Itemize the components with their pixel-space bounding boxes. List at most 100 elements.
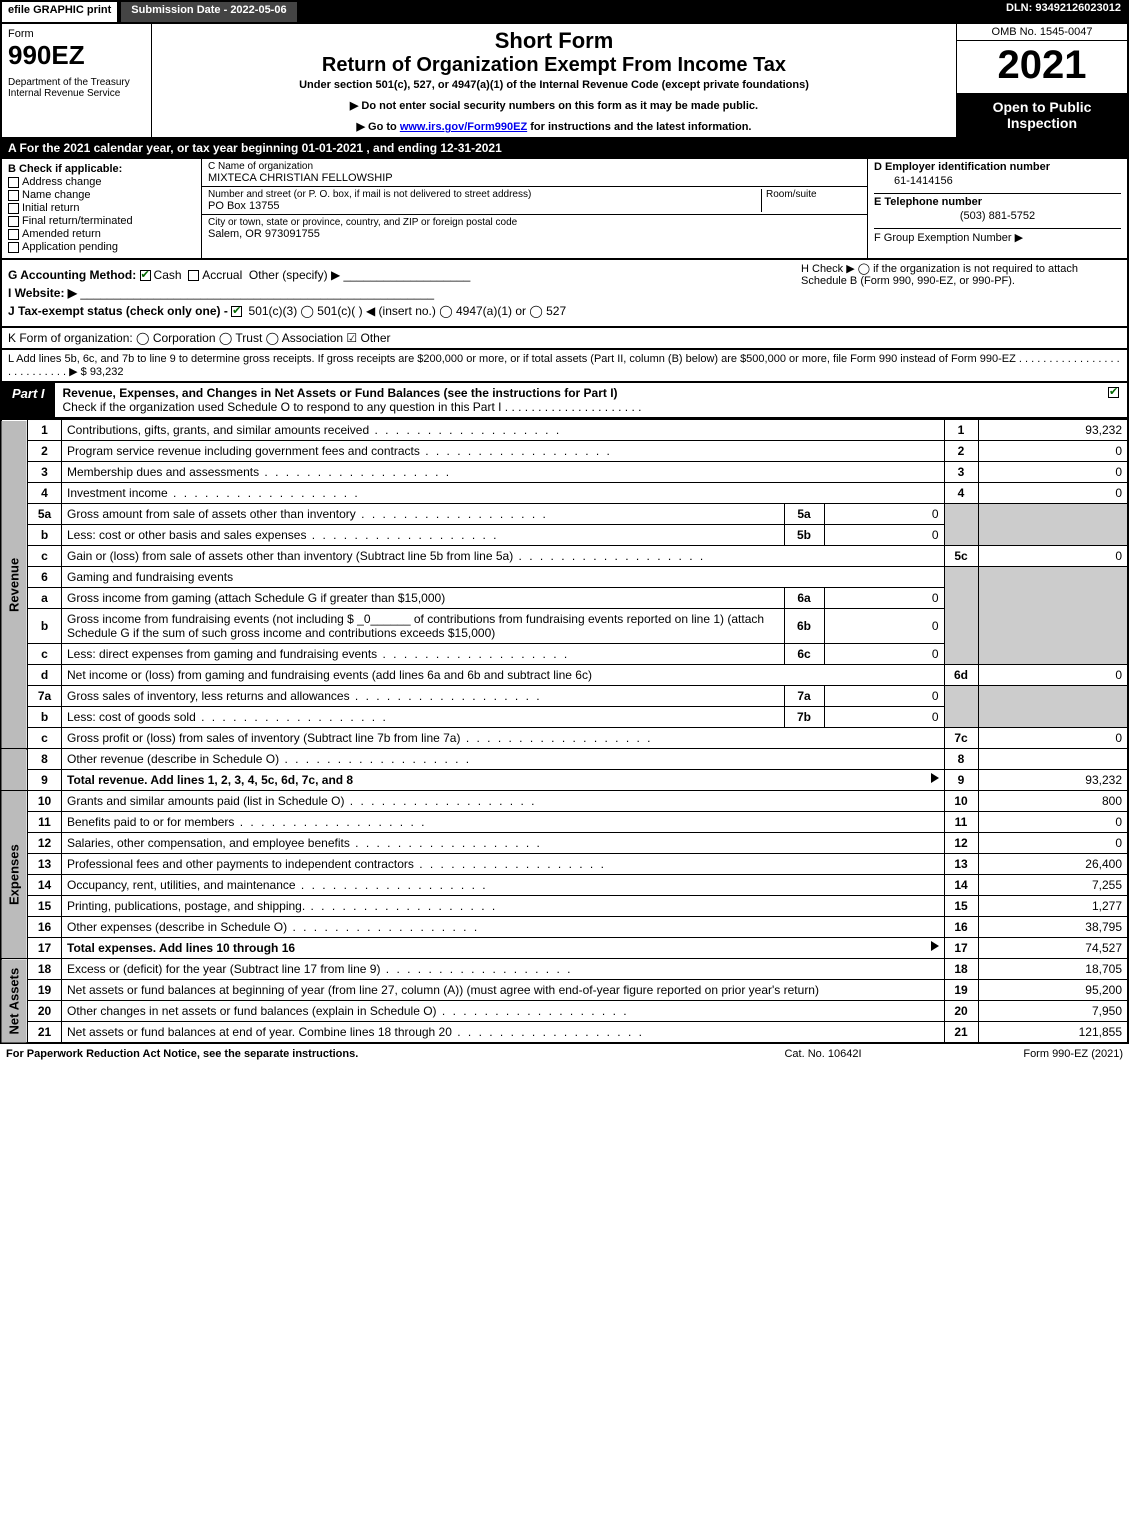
- l6d-num: d: [28, 665, 62, 686]
- irs-link[interactable]: www.irs.gov/Form990EZ: [400, 121, 527, 133]
- l20-desc: Other changes in net assets or fund bala…: [62, 1001, 945, 1022]
- l7c-rn: 7c: [944, 728, 978, 749]
- l6b-mid: 0: [824, 609, 944, 644]
- l5c-amt: 0: [978, 546, 1128, 567]
- line-i: I Website: ▶ ___________________________…: [8, 286, 1121, 300]
- l6b-num: b: [28, 609, 62, 644]
- lbl-initial-return: Initial return: [22, 202, 79, 214]
- lbl-amended-return: Amended return: [22, 228, 101, 240]
- check-amended-return[interactable]: Amended return: [8, 228, 195, 240]
- section-b-through-f: B Check if applicable: Address change Na…: [0, 159, 1129, 260]
- omb-number: OMB No. 1545-0047: [957, 24, 1127, 41]
- l9-desc-text: Total revenue. Add lines 1, 2, 3, 4, 5c,…: [67, 773, 353, 787]
- part-check[interactable]: [1103, 383, 1127, 417]
- l13-desc: Professional fees and other payments to …: [62, 854, 945, 875]
- lbl-address-change: Address change: [22, 176, 102, 188]
- l15-num: 15: [28, 896, 62, 917]
- lbl-cash: Cash: [154, 268, 182, 282]
- l5a-desc: Gross amount from sale of assets other t…: [62, 504, 785, 525]
- l17-desc: Total expenses. Add lines 10 through 16: [62, 938, 945, 959]
- l2-rn: 2: [944, 441, 978, 462]
- l5a-sub: 5a: [784, 504, 824, 525]
- l9-desc: Total revenue. Add lines 1, 2, 3, 4, 5c,…: [62, 770, 945, 791]
- revenue-tab-2: [1, 749, 28, 791]
- l1-amt: 93,232: [978, 420, 1128, 441]
- l17-rn: 17: [944, 938, 978, 959]
- part-title: Revenue, Expenses, and Changes in Net As…: [55, 383, 1103, 417]
- check-final-return[interactable]: Final return/terminated: [8, 215, 195, 227]
- header-right: OMB No. 1545-0047 2021 Open to Public In…: [957, 24, 1127, 137]
- city: Salem, OR 973091755: [208, 228, 861, 240]
- submission-date: Submission Date - 2022-05-06: [119, 0, 298, 24]
- room-label: Room/suite: [766, 189, 861, 200]
- l6-desc: Gaming and fundraising events: [62, 567, 945, 588]
- l16-desc: Other expenses (describe in Schedule O): [62, 917, 945, 938]
- efile-print-button[interactable]: efile GRAPHIC print: [0, 0, 119, 24]
- short-form-title: Short Form: [162, 28, 946, 54]
- lbl-accrual: Accrual: [202, 268, 242, 282]
- l11-num: 11: [28, 812, 62, 833]
- spacer: [299, 0, 998, 24]
- note2-prefix: ▶ Go to: [357, 121, 400, 133]
- l14-amt: 7,255: [978, 875, 1128, 896]
- check-cash[interactable]: [140, 270, 151, 281]
- l19-rn: 19: [944, 980, 978, 1001]
- l3-desc: Membership dues and assessments: [62, 462, 945, 483]
- phone: (503) 881-5752: [874, 208, 1121, 228]
- g-label: G Accounting Method:: [8, 268, 136, 282]
- l7a-num: 7a: [28, 686, 62, 707]
- shade-6amt: [978, 567, 1128, 665]
- l2-desc: Program service revenue including govern…: [62, 441, 945, 462]
- l15-rn: 15: [944, 896, 978, 917]
- dln: DLN: 93492126023012: [998, 0, 1129, 24]
- l9-amt: 93,232: [978, 770, 1128, 791]
- arrow-icon: [931, 773, 939, 783]
- l20-num: 20: [28, 1001, 62, 1022]
- l6d-rn: 6d: [944, 665, 978, 686]
- check-application-pending[interactable]: Application pending: [8, 241, 195, 253]
- l7b-mid: 0: [824, 707, 944, 728]
- l8-desc: Other revenue (describe in Schedule O): [62, 749, 945, 770]
- lbl-other: Other (specify) ▶: [249, 268, 340, 282]
- l6c-mid: 0: [824, 644, 944, 665]
- street-label: Number and street (or P. O. box, if mail…: [208, 189, 761, 200]
- l12-amt: 0: [978, 833, 1128, 854]
- tax-year: 2021: [957, 41, 1127, 93]
- part-subtitle: Check if the organization used Schedule …: [63, 400, 642, 414]
- l7c-num: c: [28, 728, 62, 749]
- b-heading: B Check if applicable:: [8, 163, 195, 175]
- check-accrual[interactable]: [188, 270, 199, 281]
- l17-num: 17: [28, 938, 62, 959]
- check-address-change[interactable]: Address change: [8, 176, 195, 188]
- l21-num: 21: [28, 1022, 62, 1044]
- l17-desc-text: Total expenses. Add lines 10 through 16: [67, 941, 295, 955]
- footer-center: Cat. No. 10642I: [723, 1048, 923, 1060]
- header-left: Form 990EZ Department of the Treasury In…: [2, 24, 152, 137]
- l6a-desc: Gross income from gaming (attach Schedul…: [62, 588, 785, 609]
- l7b-num: b: [28, 707, 62, 728]
- l7c-desc: Gross profit or (loss) from sales of inv…: [62, 728, 945, 749]
- l17-amt: 74,527: [978, 938, 1128, 959]
- l6c-desc: Less: direct expenses from gaming and fu…: [62, 644, 785, 665]
- street: PO Box 13755: [208, 200, 761, 212]
- l10-num: 10: [28, 791, 62, 812]
- d-label: D Employer identification number: [874, 161, 1121, 173]
- line-j: J Tax-exempt status (check only one) - 5…: [8, 304, 1121, 318]
- revenue-tab: Revenue: [1, 420, 28, 749]
- department: Department of the Treasury Internal Reve…: [8, 77, 145, 99]
- top-bar: efile GRAPHIC print Submission Date - 20…: [0, 0, 1129, 24]
- l7a-mid: 0: [824, 686, 944, 707]
- l12-desc: Salaries, other compensation, and employ…: [62, 833, 945, 854]
- subtitle: Under section 501(c), 527, or 4947(a)(1)…: [162, 79, 946, 91]
- l8-num: 8: [28, 749, 62, 770]
- check-name-change[interactable]: Name change: [8, 189, 195, 201]
- check-initial-return[interactable]: Initial return: [8, 202, 195, 214]
- l6b-desc: Gross income from fundraising events (no…: [62, 609, 785, 644]
- l16-amt: 38,795: [978, 917, 1128, 938]
- l12-num: 12: [28, 833, 62, 854]
- l6d-desc: Net income or (loss) from gaming and fun…: [62, 665, 945, 686]
- return-title: Return of Organization Exempt From Incom…: [162, 54, 946, 77]
- check-501c3[interactable]: [231, 306, 242, 317]
- lbl-application-pending: Application pending: [22, 241, 118, 253]
- l5b-sub: 5b: [784, 525, 824, 546]
